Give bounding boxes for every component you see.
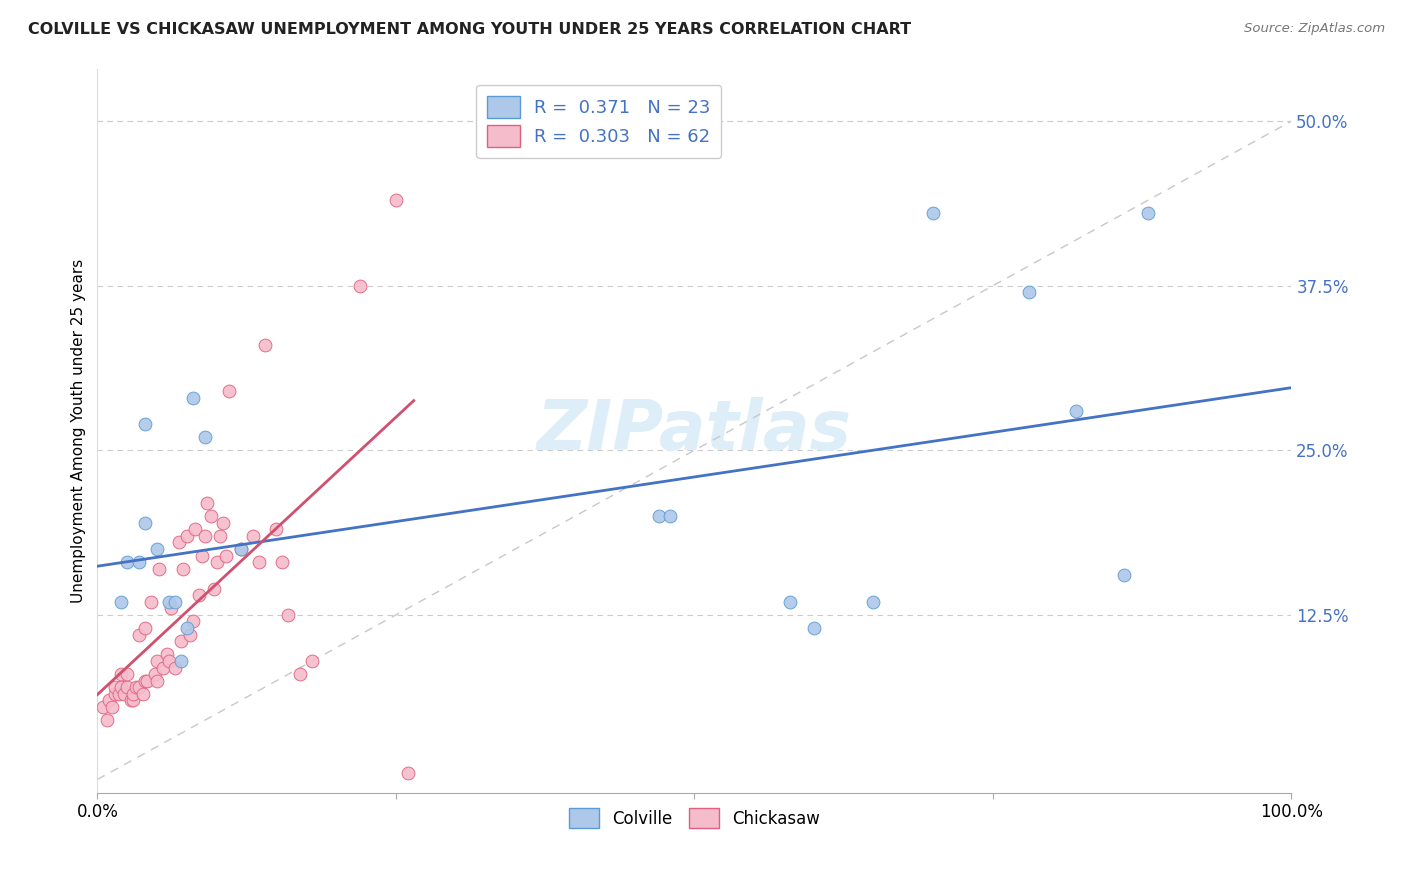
Point: [104, 681, 127, 695]
Point: [242, 529, 264, 543]
Point: [170, 654, 193, 668]
Point: [176, 621, 198, 635]
Point: [266, 522, 288, 536]
Text: Source: ZipAtlas.com: Source: ZipAtlas.com: [1244, 22, 1385, 36]
Point: [229, 542, 252, 557]
Point: [104, 687, 127, 701]
Point: [194, 529, 217, 543]
Point: [108, 687, 131, 701]
Point: [647, 509, 669, 524]
Point: [181, 615, 204, 629]
Point: [862, 595, 884, 609]
Legend: Colville, Chickasaw: Colville, Chickasaw: [562, 801, 827, 835]
Point: [134, 621, 156, 635]
Text: ZIPatlas: ZIPatlas: [537, 397, 852, 464]
Point: [143, 667, 166, 681]
Y-axis label: Unemployment Among Youth under 25 years: Unemployment Among Youth under 25 years: [72, 259, 86, 603]
Point: [132, 687, 155, 701]
Point: [170, 634, 193, 648]
Point: [187, 588, 209, 602]
Point: [396, 765, 419, 780]
Point: [136, 673, 159, 688]
Point: [277, 607, 299, 622]
Point: [803, 621, 825, 635]
Point: [157, 654, 180, 668]
Point: [922, 206, 945, 220]
Point: [152, 660, 174, 674]
Point: [195, 496, 218, 510]
Point: [179, 628, 201, 642]
Point: [115, 681, 138, 695]
Point: [194, 430, 217, 444]
Point: [134, 673, 156, 688]
Point: [1137, 206, 1160, 220]
Point: [181, 391, 204, 405]
Point: [1066, 404, 1088, 418]
Text: COLVILLE VS CHICKASAW UNEMPLOYMENT AMONG YOUTH UNDER 25 YEARS CORRELATION CHART: COLVILLE VS CHICKASAW UNEMPLOYMENT AMONG…: [28, 22, 911, 37]
Point: [146, 654, 169, 668]
Point: [124, 681, 146, 695]
Point: [301, 654, 323, 668]
Point: [148, 562, 170, 576]
Point: [157, 595, 180, 609]
Point: [172, 562, 194, 576]
Point: [176, 529, 198, 543]
Point: [200, 509, 222, 524]
Point: [191, 549, 214, 563]
Point: [122, 687, 145, 701]
Point: [100, 700, 122, 714]
Point: [211, 516, 233, 530]
Point: [134, 516, 156, 530]
Point: [98, 693, 121, 707]
Point: [110, 681, 132, 695]
Point: [112, 687, 135, 701]
Point: [110, 667, 132, 681]
Point: [139, 595, 162, 609]
Point: [115, 667, 138, 681]
Point: [146, 542, 169, 557]
Point: [128, 555, 150, 569]
Point: [110, 595, 132, 609]
Point: [1114, 568, 1136, 582]
Point: [209, 529, 232, 543]
Point: [163, 595, 186, 609]
Point: [253, 338, 276, 352]
Point: [184, 522, 207, 536]
Point: [155, 648, 177, 662]
Point: [205, 555, 228, 569]
Point: [96, 713, 118, 727]
Point: [229, 542, 252, 557]
Point: [134, 417, 156, 431]
Point: [202, 582, 225, 596]
Point: [122, 693, 145, 707]
Point: [290, 667, 312, 681]
Point: [160, 601, 183, 615]
Point: [385, 193, 408, 207]
Point: [128, 681, 150, 695]
Point: [167, 535, 190, 549]
Point: [349, 278, 371, 293]
Point: [163, 660, 186, 674]
Point: [271, 555, 294, 569]
Point: [146, 673, 169, 688]
Point: [1018, 285, 1040, 300]
Point: [128, 628, 150, 642]
Point: [91, 700, 114, 714]
Point: [115, 555, 138, 569]
Point: [218, 384, 240, 398]
Point: [215, 549, 238, 563]
Point: [659, 509, 682, 524]
Point: [779, 595, 801, 609]
Point: [247, 555, 270, 569]
Point: [120, 693, 142, 707]
